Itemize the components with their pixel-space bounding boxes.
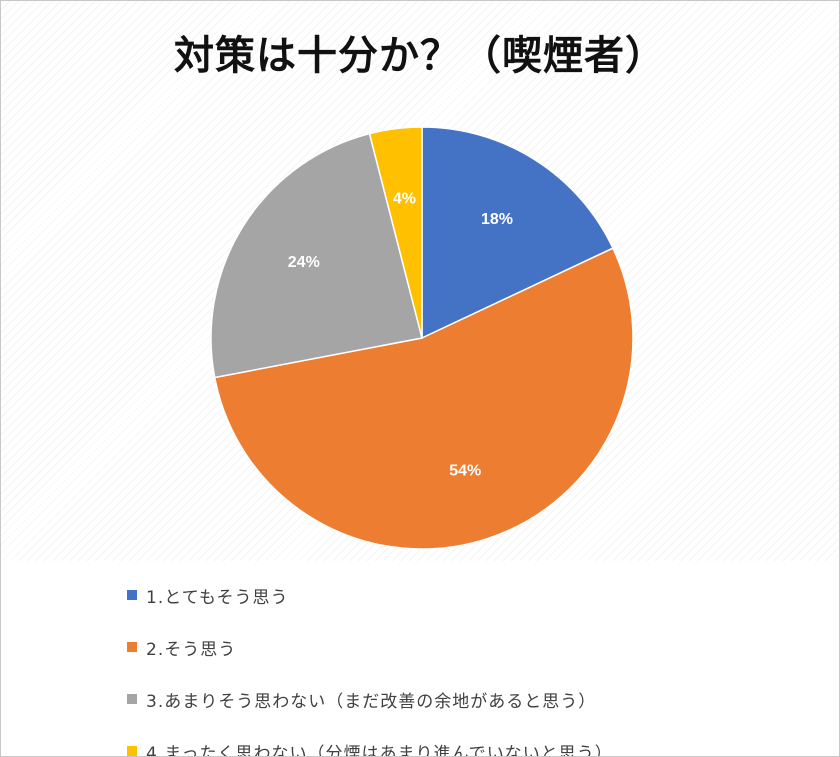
legend-label-3: 3.あまりそう思わない（まだ改善の余地があると思う）: [146, 691, 597, 712]
legend-label-2: 2.そう思う: [146, 639, 237, 660]
pie-slice-4: [368, 126, 423, 339]
pie-slice-1: [421, 126, 614, 340]
data-label-1: 18%: [481, 211, 513, 228]
pie-chart: 18% 54% 24% 4%: [210, 126, 634, 550]
legend-label-4: 4.まったく思わない（分煙はあまり進んでいないと思う）: [146, 743, 613, 757]
legend-swatch-1: [127, 590, 137, 600]
legend-swatch-3: [127, 694, 137, 704]
data-label-4: 4%: [393, 190, 416, 207]
legend-label-1: 1.とてもそう思う: [146, 587, 289, 608]
data-label-2: 54%: [449, 462, 481, 479]
legend-item-3: 3.あまりそう思わない（まだ改善の余地があると思う）: [127, 673, 827, 725]
legend-swatch-2: [127, 642, 137, 652]
data-label-3: 24%: [288, 254, 320, 271]
chart-title: 対策は十分か？（喫煙者）: [174, 33, 666, 79]
legend-item-2: 2.そう思う: [127, 621, 827, 673]
legend-swatch-4: [127, 746, 137, 756]
chart-legend: 1.とてもそう思う 2.そう思う 3.あまりそう思わない（まだ改善の余地があると…: [127, 569, 827, 757]
pie-slice-2: [213, 247, 634, 550]
pie-slice-3: [210, 132, 423, 379]
legend-item-1: 1.とてもそう思う: [127, 569, 827, 621]
legend-item-4: 4.まったく思わない（分煙はあまり進んでいないと思う）: [127, 725, 827, 757]
